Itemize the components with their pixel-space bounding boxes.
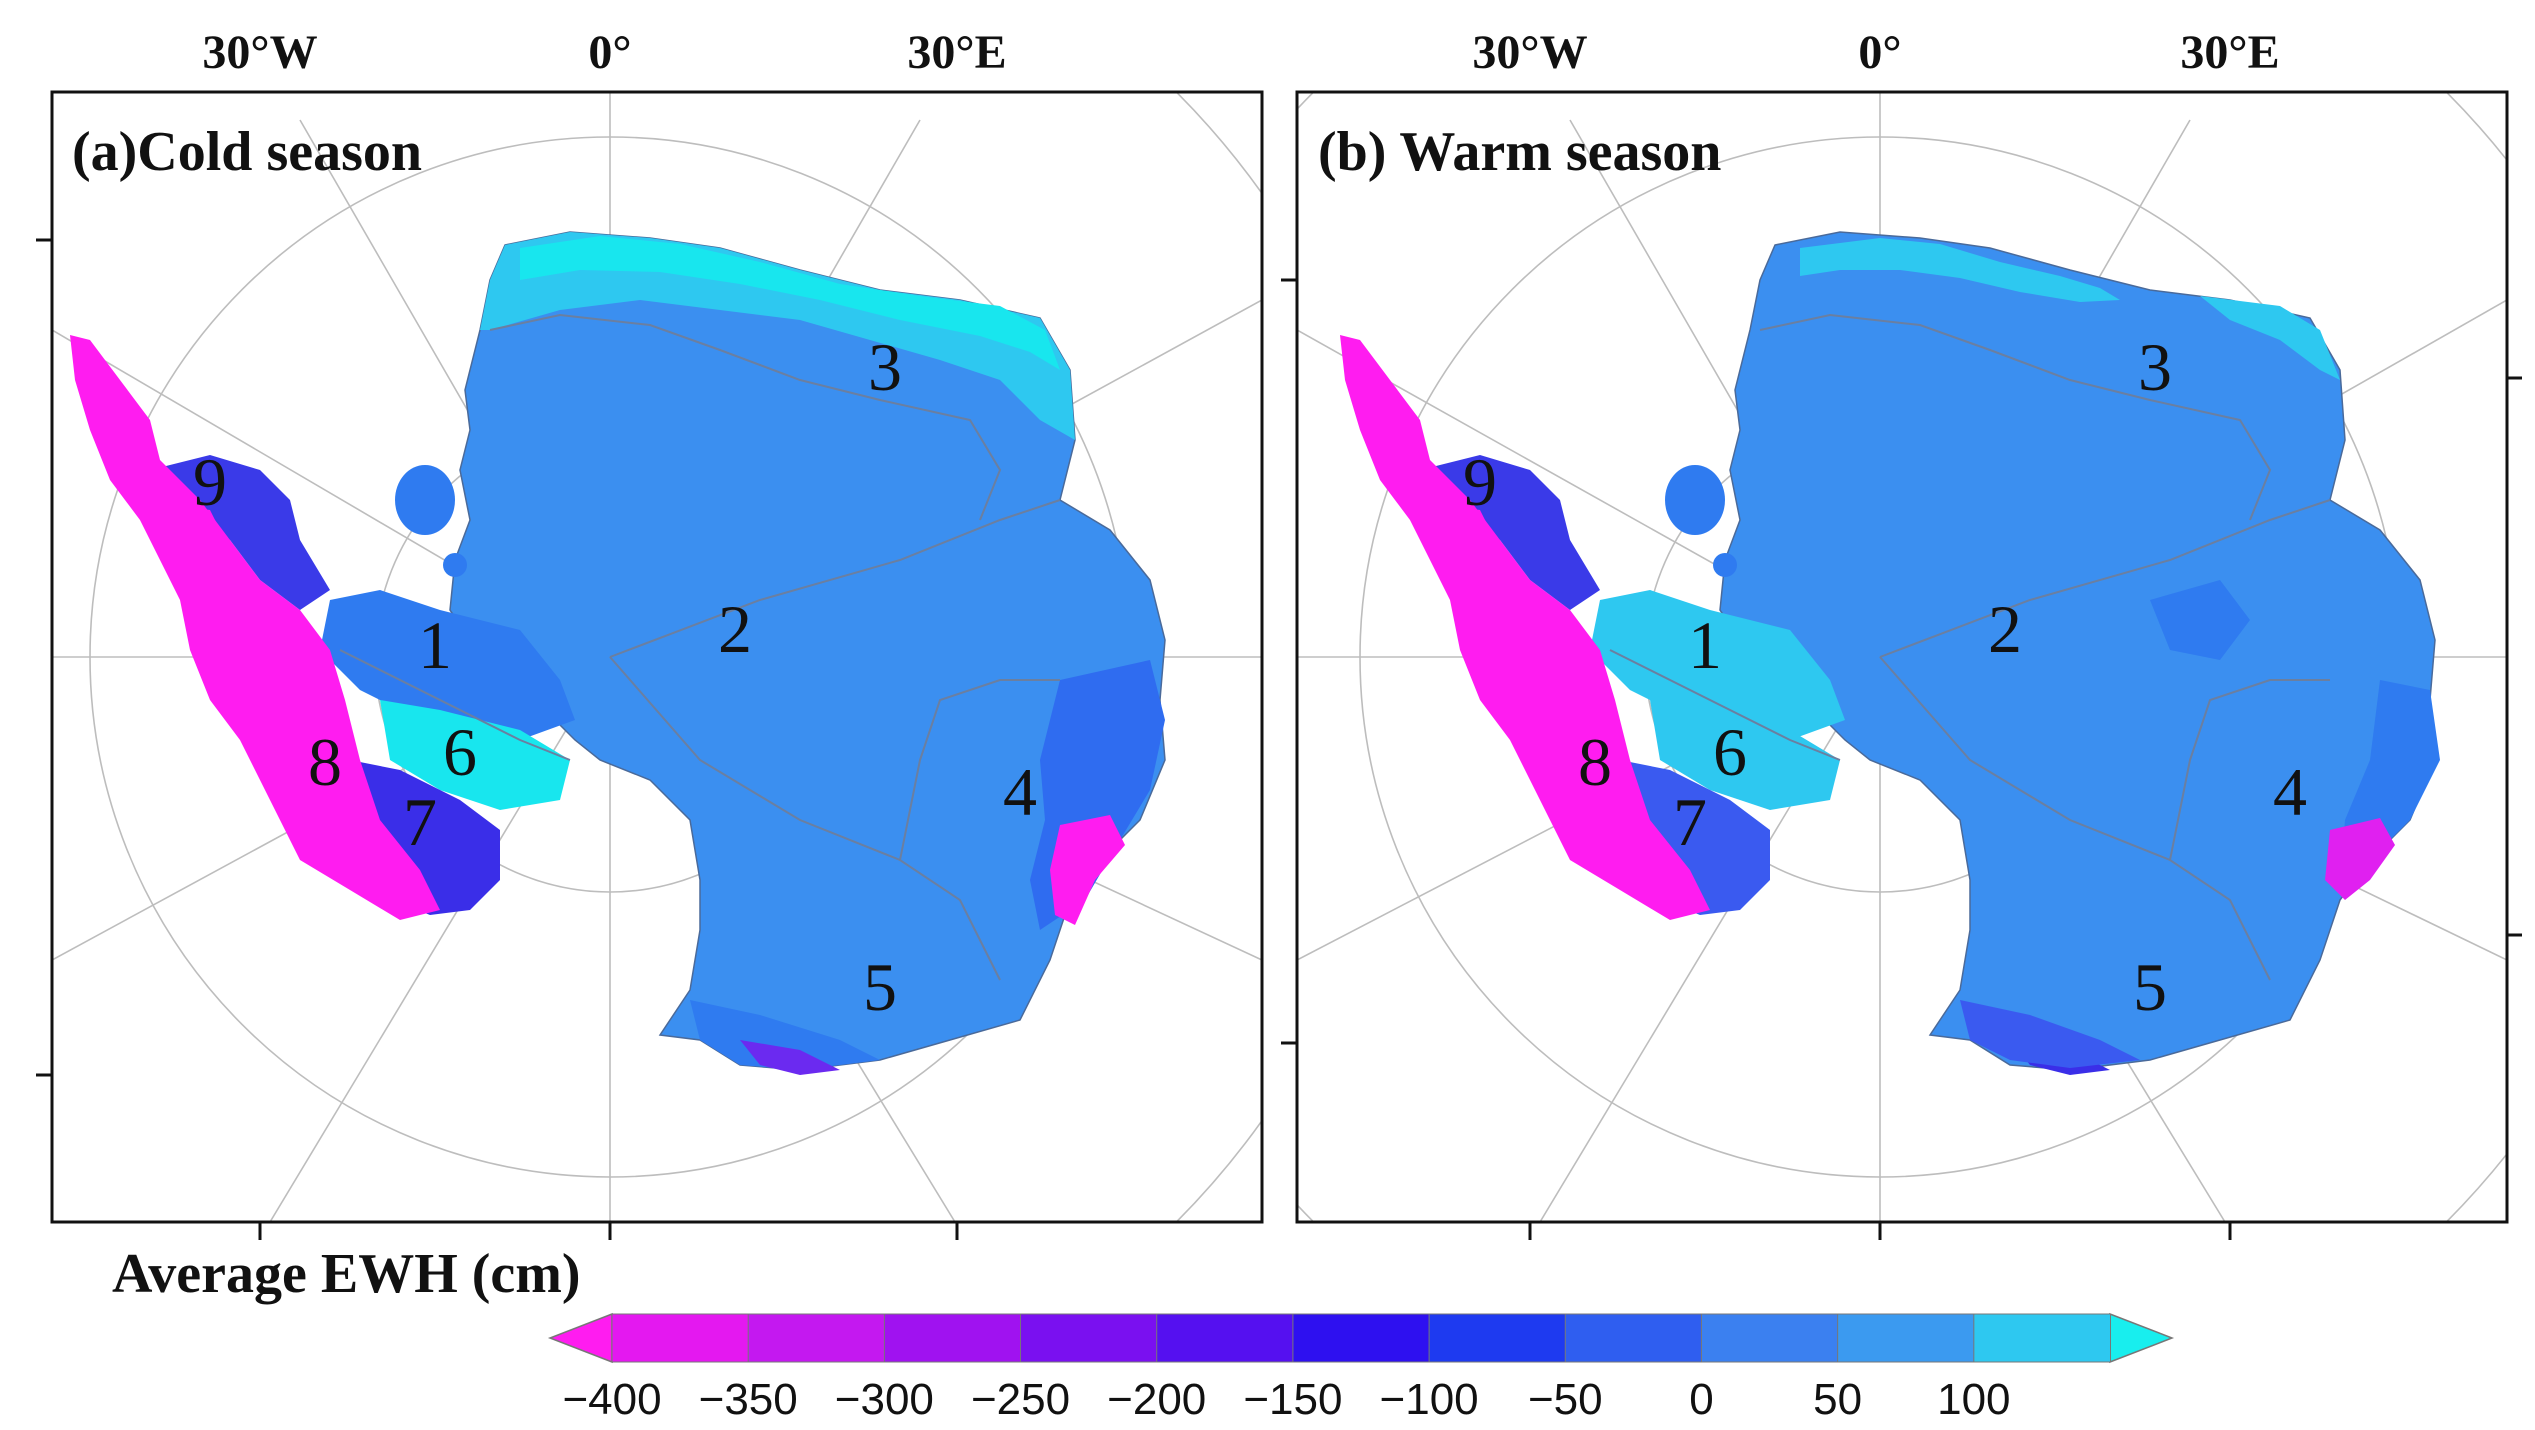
- colorbar-tick-label: −400: [562, 1375, 661, 1424]
- colorbar-tick-label: 0: [1689, 1375, 1713, 1424]
- panel-b-frame: [1295, 90, 2509, 1224]
- panel-b-region4-core: [2325, 818, 2395, 900]
- panel-b-region4-patch: [2150, 580, 2250, 660]
- panel-a-region4-core: [1050, 815, 1125, 925]
- panel-a-region5-edge: [690, 1000, 880, 1070]
- panel-b-region-label-8: 8: [1578, 724, 1612, 800]
- panel-a-region5-deep: [740, 1040, 840, 1075]
- panel-b-region-label-9: 9: [1463, 444, 1497, 520]
- panel-b-map: 1 2 3 4 5 6 7 8 9: [1297, 92, 2507, 1222]
- panel-a-region-label-5: 5: [863, 949, 897, 1025]
- panel-a-region-label-8: 8: [308, 724, 342, 800]
- colorbar: Average EWH (cm) −400 −350 −300 −250 −200 −15…: [112, 1243, 2175, 1424]
- colorbar-tick-label: −200: [1107, 1375, 1206, 1424]
- panel-b: 30°W 0° 30°E: [1281, 26, 2522, 1240]
- panel-a-region3-edge: [520, 236, 1060, 370]
- colorbar-tick-label: −100: [1380, 1375, 1479, 1424]
- panel-a-lon-30w: 30°W: [202, 26, 317, 79]
- panel-a-region1: [320, 590, 575, 740]
- panel-b-lon-30w: 30°W: [1472, 26, 1587, 79]
- colorbar-tick-label: −250: [971, 1375, 1070, 1424]
- panel-a-region-label-1: 1: [418, 607, 452, 683]
- colorbar-tick-label: 100: [1937, 1375, 2010, 1424]
- panel-b-region6: [1650, 700, 1840, 810]
- panel-a-frame: [50, 90, 1264, 1224]
- colorbar-tick-label: 50: [1813, 1375, 1862, 1424]
- colorbar-cell: [1156, 1313, 1294, 1363]
- colorbar-cell: [1428, 1313, 1567, 1363]
- panel-a-region6: [380, 700, 570, 810]
- colorbar-cell: [1700, 1313, 1839, 1363]
- panel-a-peninsula-islands: [140, 500, 220, 535]
- panel-a-region-label-9: 9: [193, 444, 227, 520]
- panel-a-region3-shade: [480, 232, 1075, 440]
- colorbar-arrow-left: [547, 1312, 613, 1364]
- colorbar-title: Average EWH (cm): [112, 1243, 581, 1305]
- colorbar-tick-label: −50: [1528, 1375, 1603, 1424]
- colorbar-cell: [883, 1313, 1022, 1363]
- panel-b-island-2: [1713, 553, 1737, 577]
- panel-a: 30°W 0° 30°E: [36, 26, 1264, 1240]
- colorbar-arrow-right: [2109, 1312, 2175, 1364]
- colorbar-cell: [1973, 1313, 2112, 1363]
- panel-b-region3-edge: [1800, 238, 2120, 302]
- panel-b-title: (b) Warm season: [1318, 121, 1721, 183]
- panel-b-island-1: [1665, 465, 1725, 535]
- panel-a-region8: [70, 335, 440, 920]
- panel-a-region-label-6: 6: [443, 714, 477, 790]
- panel-a-island-1: [395, 465, 455, 535]
- panel-b-region-label-3: 3: [2138, 329, 2172, 405]
- panel-b-region-label-2: 2: [1988, 591, 2022, 667]
- panel-b-region-label-5: 5: [2133, 949, 2167, 1025]
- panel-a-lon-30e: 30°E: [907, 26, 1006, 79]
- panel-a-map: 1 2 3 4 5 6 7 8 9: [52, 92, 1262, 1222]
- panel-b-divides: [1609, 313, 2331, 981]
- panel-b-lon-0: 0°: [1858, 26, 1901, 79]
- panel-a-lon-0: 0°: [588, 26, 631, 79]
- colorbar-tick-label: −150: [1243, 1375, 1342, 1424]
- colorbar-cell: [1564, 1313, 1703, 1363]
- panel-a-region-label-3: 3: [868, 329, 902, 405]
- panel-b-region-label-1: 1: [1688, 607, 1722, 683]
- panel-a-region-label-7: 7: [403, 784, 437, 860]
- colorbar-tick-label: −350: [699, 1375, 798, 1424]
- panel-b-ticks: [1281, 278, 2522, 1240]
- panel-b-region-label-6: 6: [1713, 714, 1747, 790]
- panel-a-region-label-4: 4: [1003, 754, 1037, 830]
- colorbar-cell: [611, 1313, 750, 1363]
- panel-b-lon-30e: 30°E: [2180, 26, 2279, 79]
- colorbar-cell: [1020, 1313, 1158, 1363]
- panel-b-region-label-4: 4: [2273, 754, 2307, 830]
- panel-a-region-label-2: 2: [718, 591, 752, 667]
- colorbar-cell: [1292, 1313, 1431, 1363]
- panel-a-divides: [339, 313, 1061, 981]
- panel-b-region-label-7: 7: [1673, 784, 1707, 860]
- colorbar-ticks: −400 −350 −300 −250 −200 −150 −100 −50 0 50 100: [562, 1375, 2010, 1424]
- colorbar-cell: [1837, 1313, 1975, 1363]
- panel-b-region5-edge: [1960, 1000, 2140, 1068]
- panel-b-region3-edge-east: [2200, 296, 2340, 380]
- panel-a-ticks: [36, 238, 959, 1240]
- panel-b-region8: [1340, 335, 1710, 920]
- colorbar-tick-label: −300: [835, 1375, 934, 1424]
- panel-a-island-2: [443, 553, 467, 577]
- panel-a-title: (a)Cold season: [72, 121, 422, 183]
- panel-b-region1: [1590, 590, 1845, 740]
- colorbar-cells: [611, 1313, 2112, 1363]
- colorbar-cell: [747, 1313, 886, 1363]
- panel-b-peninsula-islands: [1410, 500, 1490, 535]
